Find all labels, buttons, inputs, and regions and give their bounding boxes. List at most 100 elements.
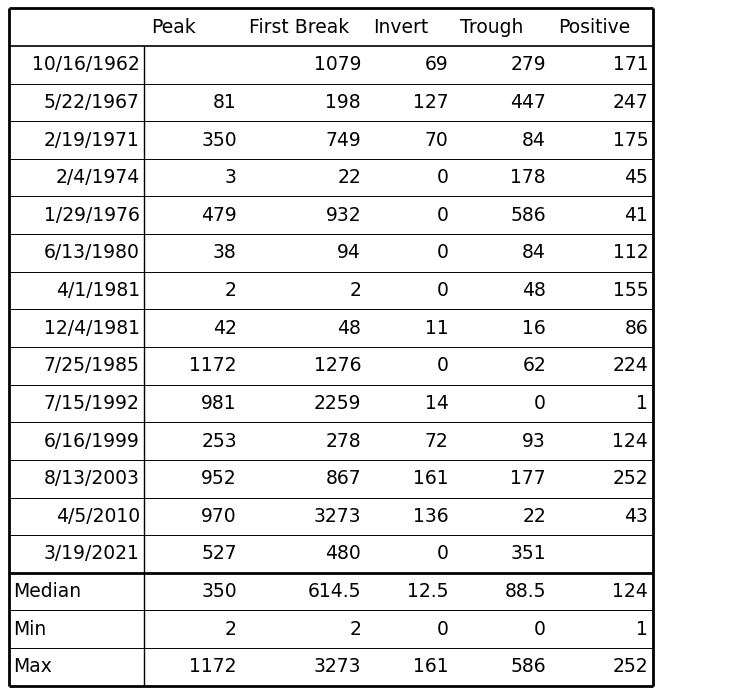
Text: Trough: Trough — [460, 17, 524, 37]
Text: 1079: 1079 — [314, 56, 361, 74]
Text: 43: 43 — [625, 507, 648, 526]
Text: 69: 69 — [425, 56, 448, 74]
Text: 94: 94 — [337, 244, 361, 262]
Text: 22: 22 — [522, 507, 546, 526]
Text: 171: 171 — [613, 56, 648, 74]
Text: 351: 351 — [511, 545, 546, 564]
Text: 16: 16 — [522, 319, 546, 338]
Text: 0: 0 — [437, 545, 448, 564]
Text: Invert: Invert — [373, 17, 428, 37]
Text: 252: 252 — [613, 657, 648, 677]
Text: 278: 278 — [326, 432, 361, 450]
Text: 161: 161 — [413, 657, 448, 677]
Text: 0: 0 — [437, 620, 448, 638]
Text: 2: 2 — [349, 620, 361, 638]
Text: 41: 41 — [625, 206, 648, 225]
Text: 3273: 3273 — [314, 507, 361, 526]
Text: 447: 447 — [511, 93, 546, 112]
Text: 62: 62 — [522, 356, 546, 375]
Text: 247: 247 — [613, 93, 648, 112]
Text: 5/22/1967: 5/22/1967 — [44, 93, 140, 112]
Text: 22: 22 — [337, 168, 361, 187]
Text: 350: 350 — [201, 130, 237, 149]
Text: 527: 527 — [201, 545, 237, 564]
Text: 42: 42 — [213, 319, 237, 338]
Text: 2: 2 — [225, 281, 237, 300]
Text: 6/13/1980: 6/13/1980 — [44, 244, 140, 262]
Text: 0: 0 — [534, 394, 546, 413]
Text: 127: 127 — [413, 93, 448, 112]
Text: 4/5/2010: 4/5/2010 — [56, 507, 140, 526]
Text: 3/19/2021: 3/19/2021 — [44, 545, 140, 564]
Text: 2: 2 — [349, 281, 361, 300]
Text: 4/1/1981: 4/1/1981 — [56, 281, 140, 300]
Text: 88.5: 88.5 — [505, 582, 546, 601]
Text: 1172: 1172 — [189, 356, 237, 375]
Text: 161: 161 — [413, 469, 448, 488]
Text: 224: 224 — [613, 356, 648, 375]
Text: 2: 2 — [225, 620, 237, 638]
Text: 1: 1 — [636, 394, 648, 413]
Text: 252: 252 — [613, 469, 648, 488]
Text: 586: 586 — [511, 206, 546, 225]
Text: 1/29/1976: 1/29/1976 — [44, 206, 140, 225]
Text: 124: 124 — [613, 582, 648, 601]
Text: 0: 0 — [437, 281, 448, 300]
Text: 84: 84 — [522, 130, 546, 149]
Text: Peak: Peak — [151, 17, 195, 37]
Text: 0: 0 — [534, 620, 546, 638]
Text: 0: 0 — [437, 244, 448, 262]
Text: 72: 72 — [425, 432, 448, 450]
Text: 2/4/1974: 2/4/1974 — [56, 168, 140, 187]
Text: 175: 175 — [613, 130, 648, 149]
Text: 3273: 3273 — [314, 657, 361, 677]
Text: 38: 38 — [213, 244, 237, 262]
Text: 7/15/1992: 7/15/1992 — [44, 394, 140, 413]
Text: 12.5: 12.5 — [407, 582, 448, 601]
Text: 93: 93 — [522, 432, 546, 450]
Text: 970: 970 — [201, 507, 237, 526]
Text: 480: 480 — [326, 545, 361, 564]
Text: Max: Max — [13, 657, 53, 677]
Text: 10/16/1962: 10/16/1962 — [32, 56, 140, 74]
Text: 14: 14 — [425, 394, 448, 413]
Text: 70: 70 — [425, 130, 448, 149]
Text: 1276: 1276 — [314, 356, 361, 375]
Text: 84: 84 — [522, 244, 546, 262]
Text: 350: 350 — [201, 582, 237, 601]
Text: 81: 81 — [213, 93, 237, 112]
Text: 749: 749 — [326, 130, 361, 149]
Text: 198: 198 — [326, 93, 361, 112]
Text: 586: 586 — [511, 657, 546, 677]
Text: 279: 279 — [511, 56, 546, 74]
Text: 614.5: 614.5 — [308, 582, 361, 601]
Text: First Break: First Break — [249, 17, 349, 37]
Text: 6/16/1999: 6/16/1999 — [44, 432, 140, 450]
Text: 45: 45 — [625, 168, 648, 187]
Text: 8/13/2003: 8/13/2003 — [44, 469, 140, 488]
Text: 7/25/1985: 7/25/1985 — [44, 356, 140, 375]
Text: 3: 3 — [225, 168, 237, 187]
Text: 0: 0 — [437, 356, 448, 375]
Text: 2/19/1971: 2/19/1971 — [44, 130, 140, 149]
Text: 0: 0 — [437, 168, 448, 187]
Text: 86: 86 — [625, 319, 648, 338]
Text: 253: 253 — [201, 432, 237, 450]
Text: 155: 155 — [613, 281, 648, 300]
Text: 124: 124 — [613, 432, 648, 450]
Text: 981: 981 — [201, 394, 237, 413]
Text: Positive: Positive — [558, 17, 630, 37]
Text: 1172: 1172 — [189, 657, 237, 677]
Text: Min: Min — [13, 620, 47, 638]
Text: Median: Median — [13, 582, 81, 601]
Text: 136: 136 — [413, 507, 448, 526]
Text: 178: 178 — [511, 168, 546, 187]
Text: 112: 112 — [613, 244, 648, 262]
Text: 479: 479 — [201, 206, 237, 225]
Text: 932: 932 — [326, 206, 361, 225]
Text: 867: 867 — [326, 469, 361, 488]
Text: 48: 48 — [522, 281, 546, 300]
Text: 11: 11 — [425, 319, 448, 338]
Text: 1: 1 — [636, 620, 648, 638]
Text: 0: 0 — [437, 206, 448, 225]
